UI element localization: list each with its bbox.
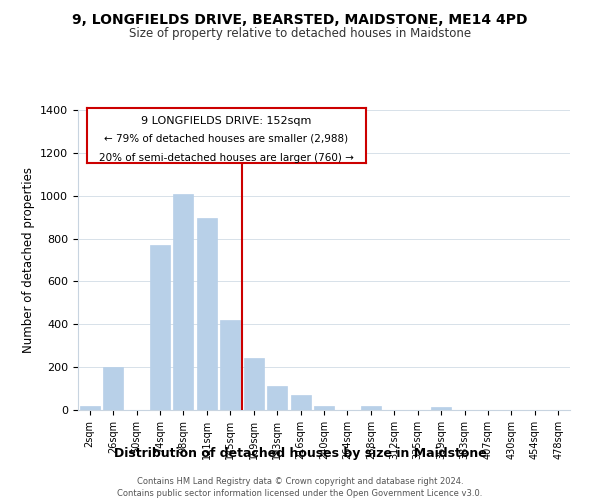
Text: Size of property relative to detached houses in Maidstone: Size of property relative to detached ho… bbox=[129, 28, 471, 40]
Bar bbox=[103, 367, 123, 410]
Bar bbox=[173, 194, 193, 410]
Bar bbox=[244, 358, 263, 410]
Text: ← 79% of detached houses are smaller (2,988): ← 79% of detached houses are smaller (2,… bbox=[104, 134, 349, 144]
Bar bbox=[361, 406, 381, 410]
Bar bbox=[150, 245, 170, 410]
Text: 9, LONGFIELDS DRIVE, BEARSTED, MAIDSTONE, ME14 4PD: 9, LONGFIELDS DRIVE, BEARSTED, MAIDSTONE… bbox=[72, 12, 528, 26]
Bar bbox=[80, 406, 100, 410]
Text: Contains public sector information licensed under the Open Government Licence v3: Contains public sector information licen… bbox=[118, 489, 482, 498]
Bar bbox=[267, 386, 287, 410]
Text: Distribution of detached houses by size in Maidstone: Distribution of detached houses by size … bbox=[113, 448, 487, 460]
Bar bbox=[220, 320, 240, 410]
Bar bbox=[314, 406, 334, 410]
Text: Contains HM Land Registry data © Crown copyright and database right 2024.: Contains HM Land Registry data © Crown c… bbox=[137, 478, 463, 486]
Bar bbox=[197, 218, 217, 410]
Y-axis label: Number of detached properties: Number of detached properties bbox=[22, 167, 35, 353]
Bar bbox=[431, 407, 451, 410]
Text: 20% of semi-detached houses are larger (760) →: 20% of semi-detached houses are larger (… bbox=[99, 152, 354, 162]
Bar bbox=[290, 395, 311, 410]
Text: 9 LONGFIELDS DRIVE: 152sqm: 9 LONGFIELDS DRIVE: 152sqm bbox=[142, 116, 311, 126]
